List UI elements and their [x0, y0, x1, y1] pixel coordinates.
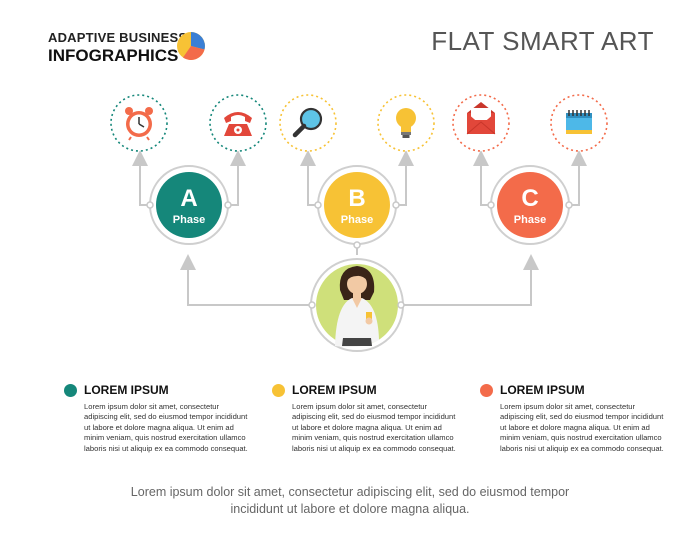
phase-b-label: Phase: [341, 214, 373, 226]
page-title: FLAT SMART ART: [431, 26, 654, 56]
pie-logo-icon: [177, 32, 205, 60]
footer-line1: Lorem ipsum dolor sit amet, consectetur …: [130, 485, 570, 499]
telephone-icon: [224, 112, 252, 136]
column-c-text: Lorem ipsum dolor sit amet, consectetur …: [500, 402, 664, 453]
column-b-title: LOREM IPSUM: [292, 383, 377, 397]
magnifier-icon: [292, 107, 323, 138]
phase-c: C Phase: [487, 165, 573, 245]
phase-c-label: Phase: [514, 214, 546, 226]
column-c: LOREM IPSUM Lorem ipsum dolor sit amet, …: [480, 383, 670, 454]
phase-b: B Phase: [314, 165, 400, 249]
phase-a-letter: A: [180, 185, 197, 212]
column-c-dot: [480, 383, 493, 397]
phase-diagram: A Phase B Phase C Phase: [110, 94, 608, 352]
icon-ring-bulb: [377, 94, 435, 152]
brand-line2: INFOGRAPHICS: [48, 46, 179, 65]
brand-line1: ADAPTIVE BUSINESS: [48, 30, 188, 45]
lightbulb-icon: [396, 108, 416, 138]
icon-ring-search: [279, 94, 337, 152]
phase-b-letter: B: [348, 185, 365, 212]
column-a: LOREM IPSUM Lorem ipsum dolor sit amet, …: [64, 383, 254, 454]
phase-c-letter: C: [521, 185, 538, 212]
footer-text: Lorem ipsum dolor sit amet, consectetur …: [0, 484, 700, 518]
column-c-title: LOREM IPSUM: [500, 383, 585, 397]
column-b: LOREM IPSUM Lorem ipsum dolor sit amet, …: [272, 383, 462, 454]
envelope-icon: [466, 102, 496, 135]
icon-ring-calendar: [550, 94, 608, 152]
phase-a-label: Phase: [173, 214, 205, 226]
column-b-text: Lorem ipsum dolor sit amet, consectetur …: [292, 402, 456, 453]
phase-c-circle: [497, 172, 563, 238]
column-a-dot: [64, 383, 77, 397]
column-a-text: Lorem ipsum dolor sit amet, consectetur …: [84, 402, 248, 453]
phase-a: A Phase: [146, 165, 232, 245]
brand: ADAPTIVE BUSINESS INFOGRAPHICS: [48, 30, 187, 66]
icon-ring-phone: [209, 94, 267, 152]
phase-b-circle: [324, 172, 390, 238]
icon-ring-alarm: [110, 94, 168, 152]
person-node: [308, 258, 405, 352]
footer-line2: incididunt ut labore et dolore magna ali…: [230, 502, 470, 516]
alarm-clock-icon: [125, 107, 153, 141]
calendar-icon: [566, 110, 592, 134]
column-a-title: LOREM IPSUM: [84, 383, 169, 397]
phase-a-circle: [156, 172, 222, 238]
businesswoman-avatar: [335, 266, 379, 348]
icon-ring-mail: [452, 94, 510, 152]
column-b-dot: [272, 383, 285, 397]
